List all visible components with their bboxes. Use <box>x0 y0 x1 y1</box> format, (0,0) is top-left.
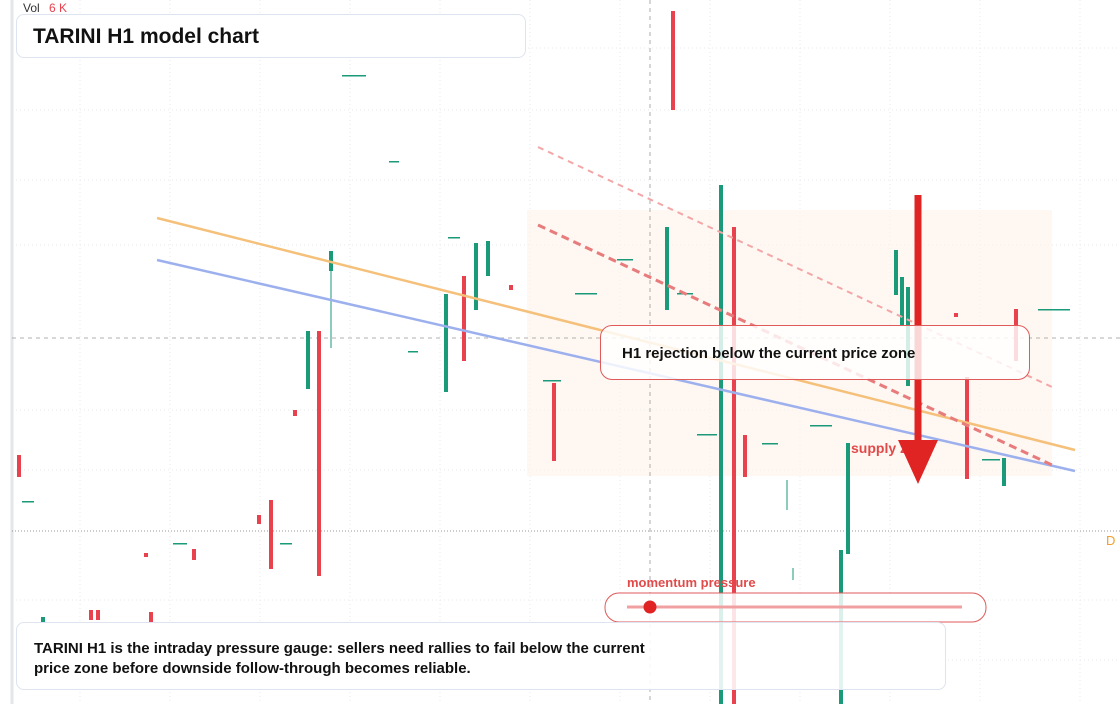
momentum-gauge <box>604 592 987 623</box>
caption-box: TARINI H1 is the intraday pressure gauge… <box>16 622 946 690</box>
caption: TARINI H1 is the intraday pressure gauge… <box>34 640 645 677</box>
sell-arrow <box>898 195 938 484</box>
momentum-label: momentum pressure <box>627 575 756 590</box>
edge-marker: D <box>1106 533 1115 548</box>
rejection-box: H1 rejection below the current price zon… <box>600 325 1030 380</box>
title-box: TARINI H1 model chart <box>16 14 526 58</box>
vol-value: 6 K <box>49 1 67 15</box>
vol-label: Vol <box>23 1 40 15</box>
